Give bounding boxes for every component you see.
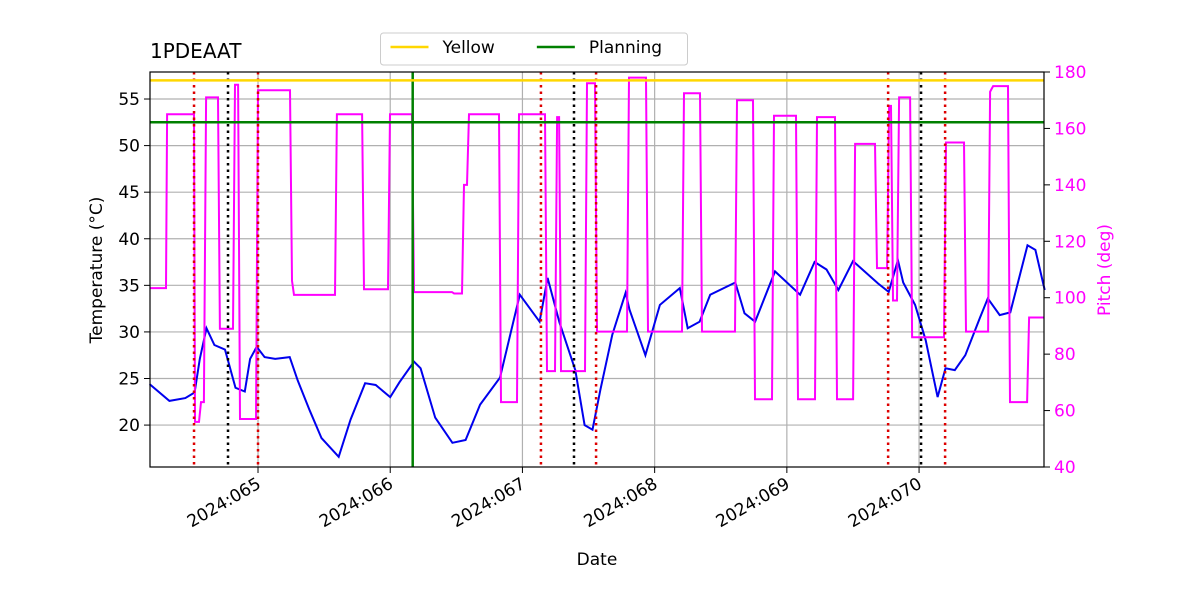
y-tick-label: 55 xyxy=(118,90,140,110)
legend-box xyxy=(380,32,688,66)
y-tick-label: 20 xyxy=(118,416,140,436)
y2-tick-label: 80 xyxy=(1054,345,1076,365)
x-tick-label: 2024:069 xyxy=(713,474,794,532)
y2-tick-label: 160 xyxy=(1054,119,1086,139)
y-tick-label: 50 xyxy=(118,137,140,157)
y-tick-label: 30 xyxy=(118,323,140,343)
legend-label: Planning xyxy=(589,38,662,58)
y-tick-label: 35 xyxy=(118,276,140,296)
x-axis-label: Date xyxy=(577,550,618,570)
x-tick-label: 2024:068 xyxy=(581,474,662,532)
y-tick-label: 45 xyxy=(118,183,140,203)
y2-tick-label: 100 xyxy=(1054,289,1086,309)
chart-title: 1PDEAAT xyxy=(150,39,242,63)
data-line xyxy=(150,76,1044,423)
y-tick-label: 40 xyxy=(118,230,140,250)
x-tick-label: 2024:067 xyxy=(448,474,529,532)
y2-tick-label: 120 xyxy=(1054,232,1086,252)
x-tick-label: 2024:070 xyxy=(845,474,926,532)
y2-tick-label: 60 xyxy=(1054,402,1076,422)
y2-axis-label: Pitch (deg) xyxy=(1095,224,1115,316)
y2-tick-label: 40 xyxy=(1054,458,1076,478)
y2-tick-label: 140 xyxy=(1054,176,1086,196)
plot-frame xyxy=(149,71,1045,468)
legend-label: Yellow xyxy=(442,38,495,58)
y-axis-label: Temperature (°C) xyxy=(87,197,107,345)
x-tick-label: 2024:065 xyxy=(184,474,265,532)
x-tick-label: 2024:066 xyxy=(316,474,397,532)
y2-tick-label: 180 xyxy=(1054,63,1086,83)
y-tick-label: 25 xyxy=(118,369,140,389)
data-line xyxy=(148,243,1046,459)
